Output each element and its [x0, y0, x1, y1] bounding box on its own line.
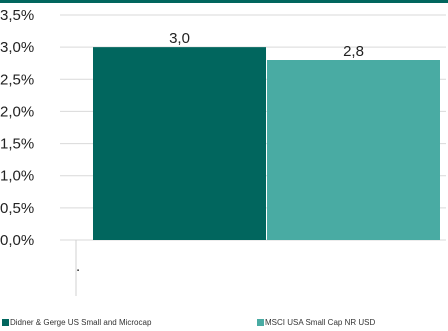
legend-label-0: Didner & Gerge US Small and Microcap	[10, 318, 152, 327]
legend-label-1: MSCI USA Small Cap NR USD	[265, 318, 376, 327]
data-labels: 3,0 2,8	[169, 30, 364, 60]
legend-swatch-1	[257, 319, 264, 326]
y-tick-label: 2,5%	[0, 71, 34, 88]
legend: Didner & Gerge US Small and Microcap MSC…	[0, 318, 448, 331]
legend-swatch-0	[2, 319, 9, 326]
data-label-1: 2,8	[343, 43, 364, 60]
bar-0	[93, 47, 266, 241]
chart-top-bar	[0, 0, 448, 3]
y-tick-label: 3,0%	[0, 39, 34, 56]
legend-item-1: MSCI USA Small Cap NR USD	[257, 318, 375, 327]
y-tick-label: 3,5%	[0, 7, 34, 24]
y-axis-ticks: 0,0% 0,5% 1,0% 1,5% 2,0% 2,5% 3,0% 3,5%	[0, 7, 34, 249]
y-tick-label: 2,0%	[0, 103, 34, 120]
data-label-0: 3,0	[169, 30, 190, 47]
legend-item-0: Didner & Gerge US Small and Microcap	[2, 318, 151, 327]
bar-chart: 0,0%0,5%1,0%1,5%2,0%2,5%3,0%3,5% 3,02,8 …	[0, 0, 448, 296]
x-tick-mark: .	[76, 258, 80, 275]
bars	[93, 47, 440, 241]
y-tick-label: 0,0%	[0, 232, 34, 249]
y-tick-label: 1,0%	[0, 168, 34, 185]
y-tick-label: 0,5%	[0, 200, 34, 217]
y-tick-label: 1,5%	[0, 136, 34, 153]
bar-1	[267, 60, 440, 240]
